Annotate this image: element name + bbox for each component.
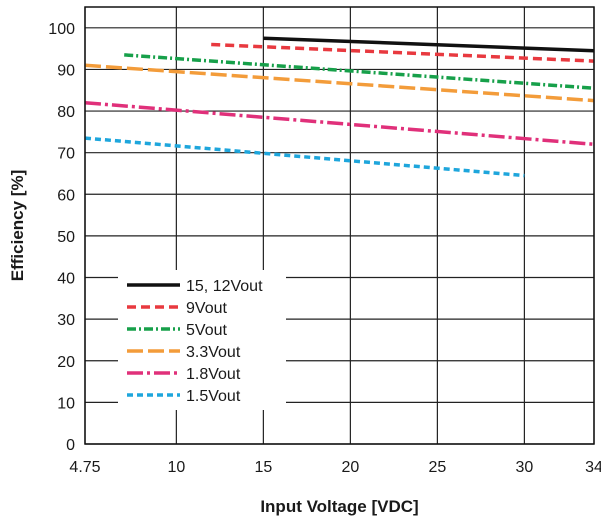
- series-line: [84, 63, 595, 103]
- y-tick-label: 10: [57, 395, 75, 412]
- legend-label: 15, 12Vout: [186, 278, 263, 295]
- y-tick-labels: 0 10 20 30 40 50 60 70 80 90 100: [48, 21, 75, 454]
- y-tick-label: 20: [57, 354, 75, 371]
- series-line: [124, 53, 595, 90]
- x-tick-label: 4.75: [69, 459, 100, 476]
- x-tick-label: 30: [515, 459, 533, 476]
- x-axis-title: Input Voltage [VDC]: [260, 497, 418, 516]
- series-line: [84, 100, 595, 147]
- series-lines: [84, 36, 595, 178]
- x-tick-label: 20: [341, 459, 359, 476]
- x-tick-labels: 4.75 10 15 20 25 30 34: [69, 459, 601, 476]
- legend-label: 9Vout: [186, 300, 227, 317]
- x-tick-label: 34: [585, 459, 601, 476]
- y-tick-label: 70: [57, 146, 75, 163]
- y-tick-label: 80: [57, 104, 75, 121]
- series-line: [263, 36, 595, 53]
- x-tick-label: 10: [167, 459, 185, 476]
- x-tick-label: 15: [254, 459, 272, 476]
- y-tick-label: 0: [66, 437, 75, 454]
- y-tick-label: 40: [57, 271, 75, 288]
- legend-label: 1.5Vout: [186, 388, 241, 405]
- legend-box: [118, 270, 286, 410]
- series-line: [211, 42, 595, 63]
- y-tick-label: 50: [57, 229, 75, 246]
- y-tick-label: 30: [57, 312, 75, 329]
- x-tick-label: 25: [428, 459, 446, 476]
- plot-frame: [84, 6, 595, 445]
- y-tick-label: 90: [57, 62, 75, 79]
- legend-label: 3.3Vout: [186, 344, 241, 361]
- y-tick-label: 100: [48, 21, 75, 38]
- legend-label: 1.8Vout: [186, 366, 241, 383]
- y-tick-label: 60: [57, 187, 75, 204]
- legend: 15, 12Vout 9Vout 5Vout 3.3Vout 1.8Vout 1.5Vou…: [127, 278, 263, 405]
- series-line: [84, 136, 525, 178]
- legend-label: 5Vout: [186, 322, 227, 339]
- y-axis-title: Efficiency [%]: [8, 170, 27, 281]
